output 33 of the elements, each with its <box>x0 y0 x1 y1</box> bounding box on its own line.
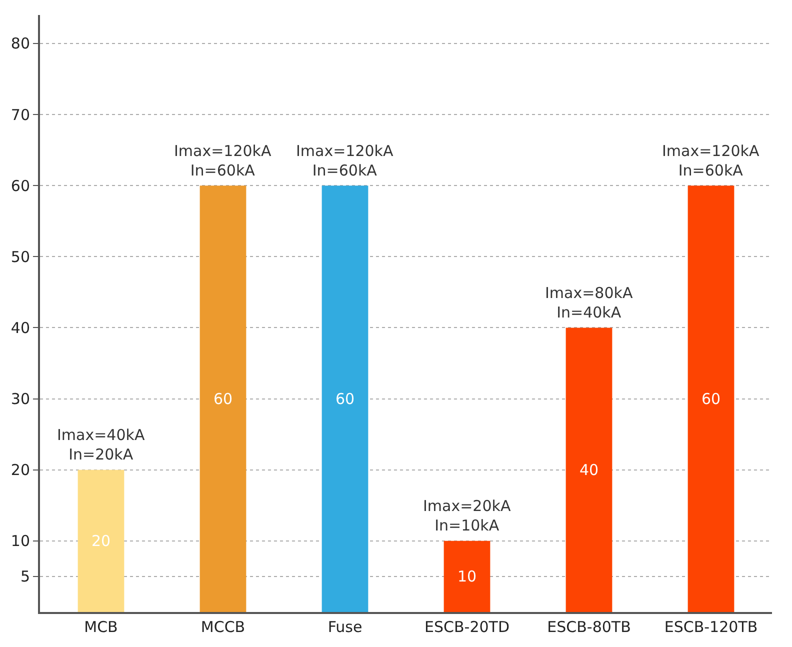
x-tick-label: MCB <box>84 618 118 636</box>
y-tick-label: 40 <box>10 318 30 337</box>
y-tick-label: 60 <box>10 176 30 195</box>
data-label: 40 <box>579 460 599 479</box>
y-tick-label: 20 <box>10 461 30 480</box>
x-tick-label: ESCB-80TB <box>547 618 631 636</box>
y-tick-label: 80 <box>10 34 30 53</box>
y-tick-label: 10 <box>10 532 30 550</box>
annotation: Imax=80kA In=40kA <box>545 284 634 322</box>
y-tick-label: 5 <box>20 568 30 586</box>
annotation: Imax=120kA In=60kA <box>296 142 394 180</box>
x-tick-label: ESCB-120TB <box>664 618 758 636</box>
data-label: 60 <box>213 390 233 408</box>
data-label: 10 <box>457 567 477 586</box>
data-label: 60 <box>335 390 355 408</box>
bar <box>200 186 246 612</box>
y-tick-label: 30 <box>10 390 30 408</box>
annotation: Imax=40kA In=20kA <box>57 426 146 464</box>
bar <box>688 186 734 612</box>
annotation: Imax=20kA In=10kA <box>423 497 512 534</box>
bar <box>78 470 124 612</box>
y-tick-label: 70 <box>10 106 30 124</box>
data-label: 60 <box>701 390 721 408</box>
annotation: Imax=120kA In=60kA <box>662 142 760 180</box>
data-label: 20 <box>91 532 111 550</box>
annotation: Imax=120kA In=60kA <box>174 142 272 180</box>
x-tick-label: MCCB <box>200 618 246 636</box>
x-tick-label: ESCB-20TD <box>424 618 510 636</box>
bar <box>566 328 612 612</box>
bar <box>322 186 368 612</box>
y-tick-label: 50 <box>10 248 30 266</box>
x-tick-label: Fuse <box>328 618 362 636</box>
bar <box>444 540 490 612</box>
